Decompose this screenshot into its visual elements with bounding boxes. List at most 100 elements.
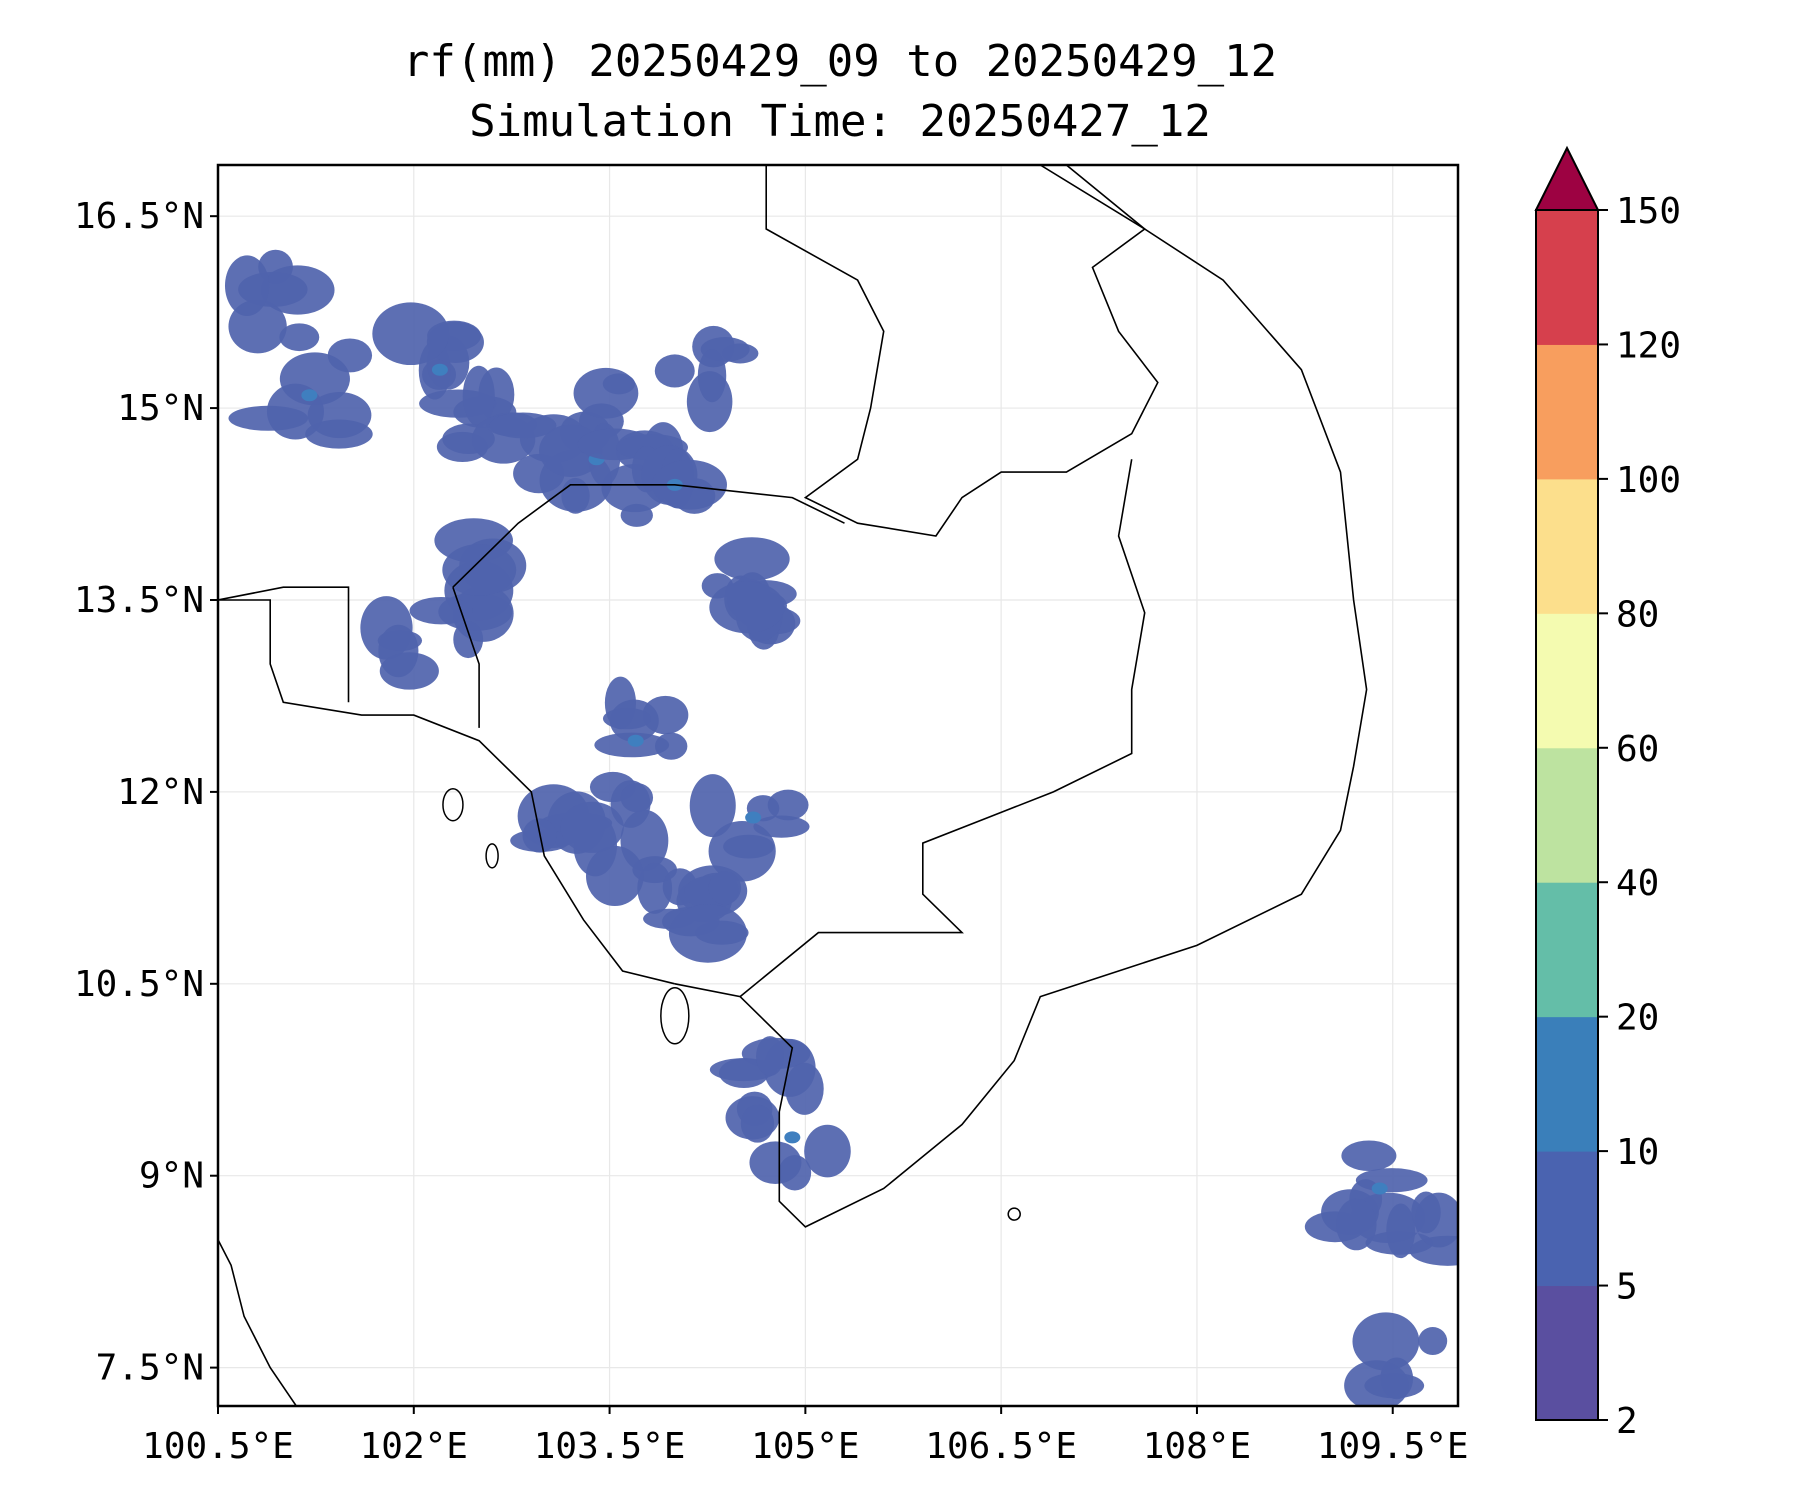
rain-cell xyxy=(573,367,639,419)
colorbar-segment xyxy=(1536,210,1598,345)
rain-cell xyxy=(637,862,673,914)
rain-cell xyxy=(654,354,695,388)
rain-cell xyxy=(279,352,350,406)
colorbar-segment xyxy=(1536,344,1598,480)
colorbar-segment xyxy=(1536,613,1598,749)
island xyxy=(442,787,464,822)
rain-cell xyxy=(307,391,372,439)
rain-cell xyxy=(1341,1140,1397,1171)
colorbar-segment xyxy=(1536,882,1598,1018)
rain-cell xyxy=(756,1036,785,1076)
coast-border-line xyxy=(674,165,1368,1228)
rain-cell xyxy=(1336,1198,1377,1251)
colorbar-segment xyxy=(1536,1285,1598,1421)
colorbar-tick-label: 40 xyxy=(1616,863,1659,904)
rain-cell xyxy=(689,774,736,838)
coastline-borders xyxy=(218,165,1368,1406)
rain-core xyxy=(627,734,644,747)
colorbar-segment xyxy=(1536,1016,1598,1152)
colorbar-segment xyxy=(1536,747,1598,883)
lon-tick-label: 105°E xyxy=(751,1426,859,1467)
colorbar-tick-label: 5 xyxy=(1616,1267,1638,1308)
rain-cell xyxy=(1352,1312,1420,1371)
rain-cell xyxy=(686,371,733,433)
rain-cell xyxy=(1355,1168,1428,1193)
rain-cell xyxy=(462,365,495,427)
colorbar-frame xyxy=(1535,209,1599,1421)
colorbar-tick-label: 150 xyxy=(1616,191,1681,232)
coast-border-line xyxy=(739,459,1146,998)
lon-tick-label: 102°E xyxy=(360,1426,468,1467)
rain-cell xyxy=(602,373,636,395)
lat-tick-label: 10.5°N xyxy=(74,964,204,1005)
plot-frame xyxy=(216,163,1460,1408)
latitude-axis: 16.5°N 15°N 13.5°N 12°N 10.5°N 9°N 7.5°N xyxy=(74,196,218,1389)
colorbar-tick-label: 80 xyxy=(1616,594,1659,635)
rain-cell xyxy=(228,405,309,431)
rain-cell xyxy=(442,544,517,596)
rain-cell xyxy=(620,503,653,527)
longitude-axis: 100.5°E 102°E 103.5°E 105°E 106.5°E 108°E 109.… xyxy=(142,1406,1469,1467)
rain-cell xyxy=(709,581,785,634)
rain-core xyxy=(745,811,762,824)
lat-tick-label: 7.5°N xyxy=(96,1348,204,1389)
rain-cell xyxy=(602,707,652,730)
rain-cell xyxy=(749,1141,802,1185)
rain-cell xyxy=(561,477,590,514)
rain-cell xyxy=(1418,1327,1448,1356)
coast-border-line xyxy=(218,586,350,703)
lat-tick-label: 9°N xyxy=(139,1156,204,1197)
rain-core xyxy=(784,1131,801,1144)
rain-cell xyxy=(1344,1360,1409,1406)
colorbar-tick-label: 2 xyxy=(1616,1401,1638,1442)
coast-border-line xyxy=(765,165,1159,537)
lon-tick-label: 106.5°E xyxy=(925,1426,1077,1467)
rain-cell xyxy=(224,255,270,317)
rain-cell xyxy=(767,789,809,821)
rain-cell xyxy=(279,323,320,352)
colorbar-extend-arrow xyxy=(1534,145,1600,211)
colorbar-tick-label: 60 xyxy=(1616,729,1659,770)
rainfall-layer xyxy=(224,249,1458,1406)
rain-cell xyxy=(1414,1192,1458,1248)
colorbar-tick-label: 20 xyxy=(1616,998,1659,1039)
rain-cell xyxy=(740,1104,775,1143)
lon-tick-label: 108°E xyxy=(1143,1426,1251,1467)
lat-tick-label: 16.5°N xyxy=(74,196,204,237)
rain-cell xyxy=(489,412,557,439)
island xyxy=(660,987,690,1045)
colorbar-tick-label: 100 xyxy=(1616,460,1681,501)
rain-cell xyxy=(723,834,775,859)
title-line-2: Simulation Time: 20250427_12 xyxy=(469,96,1211,147)
rain-cell xyxy=(372,302,450,366)
rain-cell xyxy=(804,1124,851,1178)
coast-border-line xyxy=(452,586,480,728)
rain-core xyxy=(431,363,448,376)
rain-cell xyxy=(668,904,747,963)
island xyxy=(1007,1207,1021,1221)
coast-border-line xyxy=(452,484,845,588)
rain-cell xyxy=(409,596,473,625)
rain-cell xyxy=(560,801,624,853)
colorbar-tick-label: 120 xyxy=(1616,325,1681,366)
rain-cell xyxy=(453,620,484,659)
rain-core xyxy=(1371,1182,1388,1195)
rain-cell xyxy=(651,459,727,510)
lat-tick-label: 13.5°N xyxy=(74,580,204,621)
colorbar-segment xyxy=(1536,1151,1598,1287)
coast-border-line xyxy=(218,1239,297,1406)
rain-cell xyxy=(753,815,810,838)
lat-tick-label: 12°N xyxy=(117,772,204,813)
colorbar: 2 5 10 20 40 60 80 100 120 150 xyxy=(1534,145,1681,1442)
title-line-1: rf(mm) 20250429_09 to 20250429_12 xyxy=(402,36,1278,87)
rain-core xyxy=(301,389,318,402)
lon-tick-label: 109.5°E xyxy=(1317,1426,1469,1467)
rain-cell xyxy=(714,537,790,581)
rain-cell xyxy=(379,652,439,690)
lon-tick-label: 100.5°E xyxy=(142,1426,294,1467)
rain-cell xyxy=(785,1062,824,1115)
lat-tick-label: 15°N xyxy=(117,388,204,429)
colorbar-tick-label: 10 xyxy=(1616,1132,1659,1173)
